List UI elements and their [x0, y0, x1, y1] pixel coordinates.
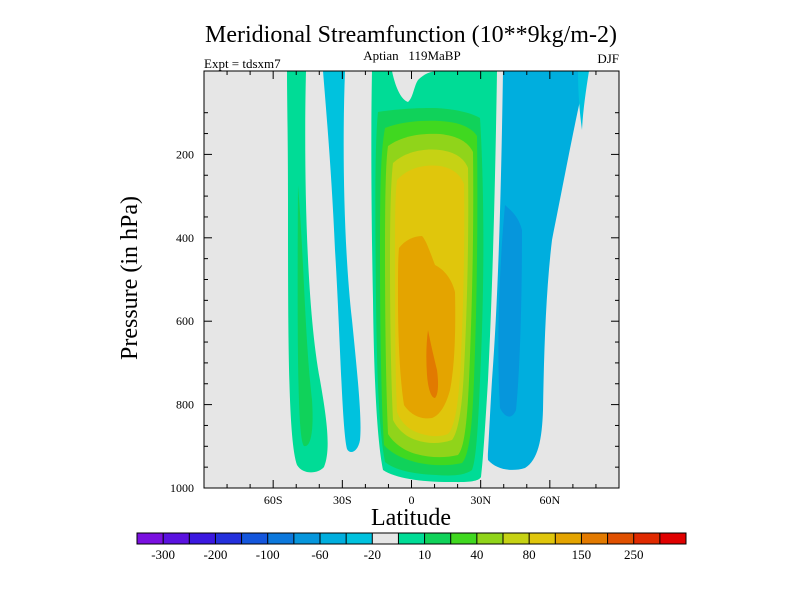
contour-hadley-250	[426, 330, 439, 398]
contour-polar-cell	[578, 71, 589, 130]
x-tick-label: 60N	[539, 493, 560, 507]
colorbar-swatch	[293, 533, 321, 544]
colorbar-swatch	[476, 533, 504, 544]
contour-sh-outer-core	[297, 185, 313, 447]
colorbar-swatch	[529, 533, 556, 544]
x-tick-label: 0	[409, 493, 415, 507]
colorbar-label: 40	[470, 547, 483, 562]
x-axis-label: Latitude	[371, 505, 451, 531]
colorbar-label: -300	[151, 547, 175, 562]
y-tick-label: 600	[176, 314, 194, 328]
colorbar-swatch	[267, 533, 295, 544]
colorbar-label: 250	[624, 547, 644, 562]
contour-sh-outer-cell	[287, 71, 328, 473]
y-tick-label: 800	[176, 398, 194, 412]
colorbar-swatch	[424, 533, 452, 544]
y-axis: 200 400 600 800 1000	[170, 112, 619, 495]
plot-area	[203, 70, 620, 489]
colorbar-swatch	[372, 533, 399, 544]
season-label: DJF	[597, 51, 619, 66]
colorbar-swatch	[607, 533, 635, 544]
colorbar-label: -20	[364, 547, 381, 562]
colorbar-swatch	[503, 533, 530, 544]
colorbar-swatch	[189, 533, 216, 544]
chart-subtitle: Aptian 119MaBP	[363, 48, 460, 63]
colorbar-swatch	[659, 533, 687, 544]
colorbar-swatch	[215, 533, 242, 544]
colorbar-label: -100	[256, 547, 280, 562]
colorbar: -300 -200 -100 -60 -20 10 40 80 150 250	[136, 532, 687, 562]
colorbar-swatch	[241, 533, 269, 544]
x-tick-label: 30N	[470, 493, 491, 507]
colorbar-label: -60	[311, 547, 328, 562]
colorbar-swatch	[555, 533, 582, 544]
contour-nh-ferrel-core	[498, 205, 522, 417]
x-axis: 60S 30S 0 30N 60N	[203, 71, 620, 507]
contour-hadley-200	[398, 236, 456, 419]
colorbar-label: -200	[204, 547, 228, 562]
colorbar-swatch	[450, 533, 478, 544]
experiment-label: Expt = tdsxm7	[204, 56, 281, 71]
colorbar-label: 80	[523, 547, 536, 562]
colorbar-swatch	[320, 533, 347, 544]
colorbar-swatch	[398, 533, 425, 544]
colorbar-swatch	[163, 533, 190, 544]
y-tick-label: 400	[176, 231, 194, 245]
contour-field	[287, 71, 589, 488]
colorbar-swatch	[137, 533, 164, 544]
y-axis-label: Pressure (in hPa)	[117, 196, 143, 360]
y-tick-label: 1000	[170, 481, 194, 495]
colorbar-swatch	[346, 533, 373, 544]
contour-sh-ferrel	[323, 71, 361, 452]
x-tick-label: 60S	[264, 493, 283, 507]
colorbar-swatch	[581, 533, 608, 544]
x-tick-label: 30S	[333, 493, 352, 507]
chart-title: Meridional Streamfunction (10**9kg/m-2)	[205, 22, 617, 48]
colorbar-label: 10	[418, 547, 431, 562]
colorbar-swatch	[633, 533, 661, 544]
colorbar-frame	[136, 532, 687, 545]
colorbar-label: 150	[572, 547, 592, 562]
y-tick-label: 200	[176, 147, 194, 161]
